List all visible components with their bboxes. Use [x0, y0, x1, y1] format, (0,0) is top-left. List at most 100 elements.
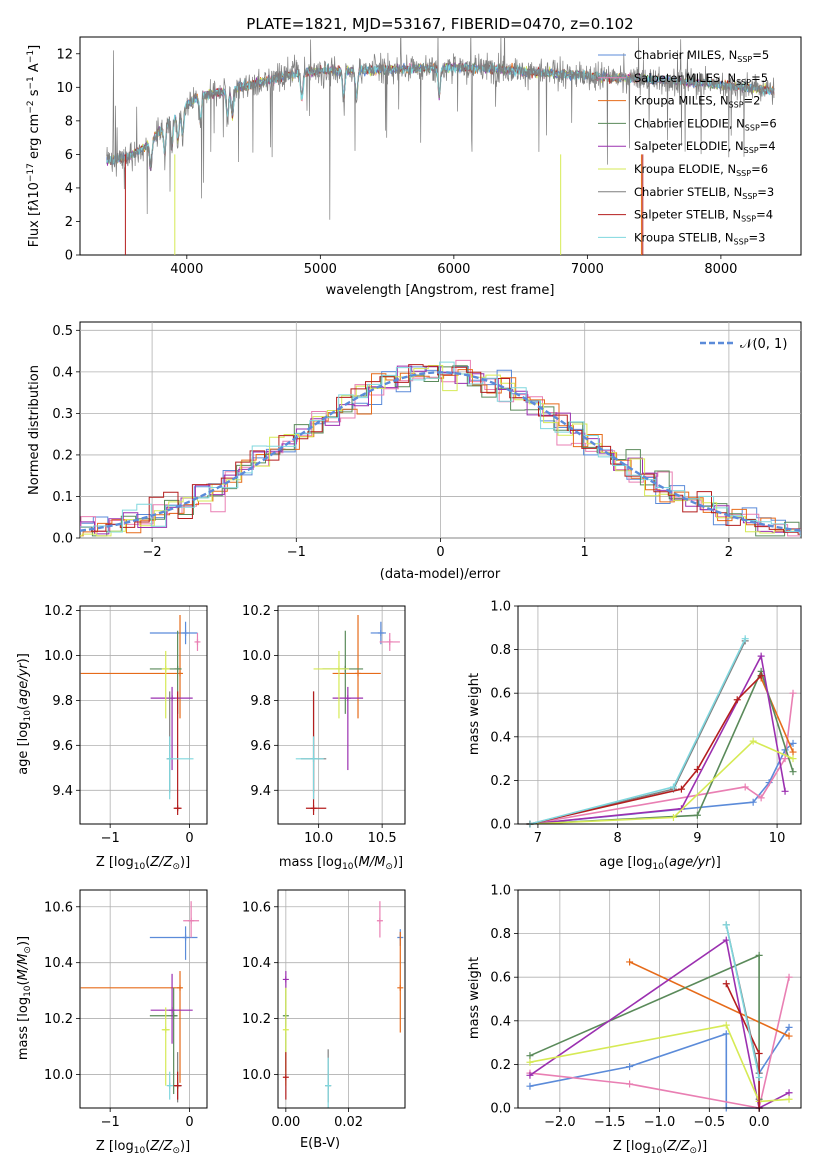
y-tick-label: 10.0: [242, 1068, 271, 1083]
series-chabrier-elodie-marker: [756, 952, 763, 959]
y-tick-label: 10.2: [44, 1012, 73, 1027]
y-tick-label: 9.8: [250, 694, 271, 709]
point-kroupa-miles: [397, 985, 403, 991]
y-tick-label: 0.2: [490, 1058, 511, 1073]
x-tick-label: 0.02: [334, 1115, 363, 1130]
y-tick-label: 10.4: [242, 956, 271, 971]
x-tick-label: −1.0: [644, 1115, 676, 1130]
series-chabrier-miles: [530, 743, 793, 824]
x-tick-label: 5000: [304, 262, 337, 277]
y-tick-label: 10.0: [44, 649, 73, 664]
y-tick-label: 0.0: [490, 1102, 511, 1117]
y-tick-label: 0.8: [490, 927, 511, 942]
y-tick-label: 0.0: [490, 818, 511, 833]
y-tick-label: 2: [65, 215, 73, 230]
x-tick-label: 9: [693, 831, 701, 846]
series-salpeter-miles-marker: [786, 974, 793, 981]
x-tick-label: 0.00: [271, 1115, 300, 1130]
point-salpeter-stelib: [175, 805, 181, 811]
series-salpeter-stelib-marker: [723, 980, 730, 987]
y-tick-label: 9.6: [250, 739, 271, 754]
x-tick-label: 6000: [437, 262, 470, 277]
series-kroupa-stelib: [530, 639, 745, 824]
x-tick-label: 0.0: [749, 1115, 770, 1130]
x-tick-label: −0.5: [694, 1115, 726, 1130]
ageZ-ylabel: age [log10(age/yr)]: [16, 653, 33, 775]
y-tick-label: 6: [65, 148, 73, 163]
point-salpeter-miles: [188, 918, 194, 924]
series-salpeter-elodie-marker: [758, 653, 765, 660]
y-tick-label: 10.2: [242, 604, 271, 619]
y-tick-label: 9.6: [52, 739, 73, 754]
y-tick-label: 0.0: [52, 532, 73, 547]
y-tick-label: 0.8: [490, 643, 511, 658]
spectrum-xlabel: wavelength [Angstrom, rest frame]: [326, 283, 555, 298]
wZ-ylabel: mass weight: [467, 957, 482, 1039]
y-tick-label: 10.6: [242, 900, 271, 915]
point-salpeter-stelib: [311, 805, 317, 811]
y-tick-label: 10: [56, 81, 73, 96]
y-tick-label: 10.2: [44, 604, 73, 619]
point-kroupa-stelib: [311, 756, 317, 762]
x-tick-label: 8000: [704, 262, 737, 277]
series-kroupa-miles-marker: [786, 1033, 793, 1040]
point-chabrier-miles: [183, 935, 189, 941]
x-tick-label: 10.0: [304, 831, 333, 846]
point-kroupa-stelib: [325, 1083, 331, 1089]
panel-frame: [278, 890, 405, 1108]
y-tick-label: 1.0: [490, 600, 511, 615]
wAge-ylabel: mass weight: [467, 673, 482, 755]
spectrum-legend: Chabrier MILES, NSSP=5 Salpeter MILES, NS…: [598, 48, 777, 246]
point-salpeter-elodie: [283, 976, 289, 982]
y-tick-label: 9.4: [52, 784, 73, 799]
series-kroupa-miles-marker: [790, 749, 797, 756]
spectrum-panel: PLATE=1821, MJD=53167, FIBERID=0470, z=0…: [26, 15, 801, 298]
series-kroupa-stelib: [726, 925, 759, 1078]
x-tick-label: −2.0: [544, 1115, 576, 1130]
series-salpeter-elodie-marker: [782, 788, 789, 795]
histogram-kroupa-miles: [69, 370, 819, 536]
series-kroupa-elodie-marker: [723, 1022, 730, 1029]
y-tick-label: 0: [65, 249, 73, 264]
residual-ylabel: Normed distribution: [27, 365, 42, 495]
panel-frame: [80, 890, 207, 1108]
point-kroupa-stelib: [167, 1083, 173, 1089]
y-tick-label: 0.2: [52, 448, 73, 463]
residual-xlabel: (data-model)/error: [380, 567, 501, 582]
x-tick-label: −1.5: [594, 1115, 626, 1130]
point-kroupa-elodie: [336, 666, 342, 672]
point-chabrier-miles: [183, 630, 189, 636]
ageM-xlabel: mass [log10(M/M⊙)]: [279, 855, 403, 872]
point-kroupa-elodie: [283, 1027, 289, 1033]
legend-label: Chabrier MILES, NSSP=5: [634, 48, 769, 64]
series-kroupa-elodie-marker: [790, 755, 797, 762]
legend-label: Salpeter STELIB, NSSP=4: [634, 208, 773, 224]
series-salpeter-miles-marker: [626, 1081, 633, 1088]
x-tick-label: 7000: [571, 262, 604, 277]
x-tick-label: 2: [725, 545, 733, 560]
y-tick-label: 0.6: [490, 971, 511, 986]
y-tick-label: 10.6: [44, 900, 73, 915]
x-tick-label: 8: [614, 831, 622, 846]
x-tick-label: 4000: [170, 262, 203, 277]
normal-legend-label: 𝒩(0, 1): [740, 337, 787, 352]
x-tick-label: 1: [581, 545, 589, 560]
y-tick-label: 10.4: [44, 956, 73, 971]
series-chabrier-elodie-marker: [694, 812, 701, 819]
y-tick-label: 0.4: [490, 730, 511, 745]
panel-frame: [80, 606, 207, 824]
point-kroupa-elodie: [163, 666, 169, 672]
series-kroupa-stelib-marker: [756, 1074, 763, 1081]
y-tick-label: 9.4: [250, 784, 271, 799]
point-salpeter-miles: [387, 639, 393, 645]
legend-label: Chabrier ELODIE, NSSP=6: [634, 116, 777, 132]
point-salpeter-miles: [194, 639, 200, 645]
legend-label: Salpeter MILES, NSSP=5: [634, 71, 768, 87]
y-tick-label: 0.4: [490, 1014, 511, 1029]
